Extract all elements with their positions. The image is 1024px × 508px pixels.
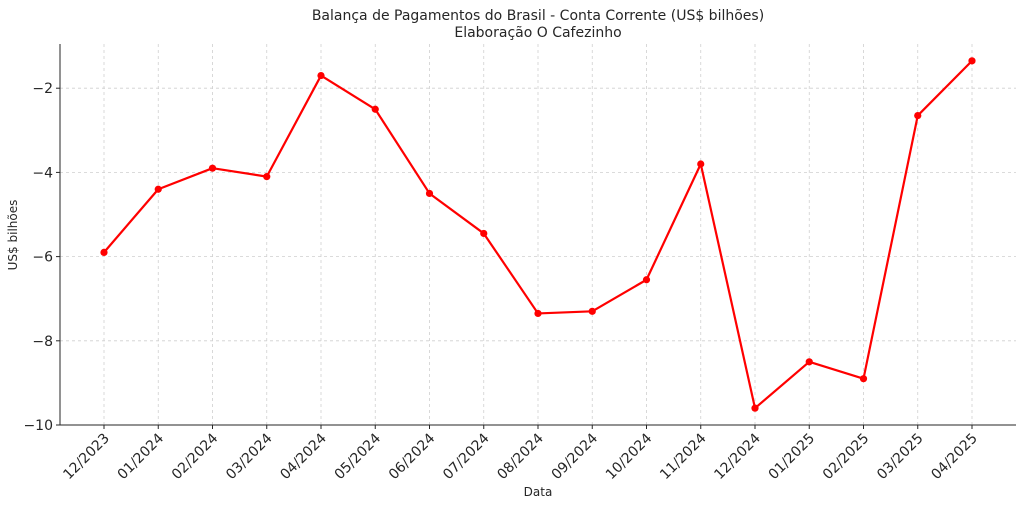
data-point xyxy=(968,57,976,65)
data-point xyxy=(317,71,325,80)
x-tick-label: 07/2024 xyxy=(440,430,493,483)
x-tick-label: 12/2023 xyxy=(60,431,112,483)
data-point xyxy=(751,404,759,412)
x-tick-label: 06/2024 xyxy=(386,430,439,483)
data-point xyxy=(588,307,596,315)
y-tick-label: −10 xyxy=(23,418,53,434)
data-point xyxy=(100,248,108,256)
x-tick-label: 03/2024 xyxy=(223,430,276,483)
x-axis-label: Data xyxy=(524,485,553,499)
data-point xyxy=(208,164,217,172)
x-tick-label: 02/2024 xyxy=(169,430,222,483)
data-point xyxy=(371,105,379,113)
x-tick-label: 02/2025 xyxy=(820,431,872,483)
data-point xyxy=(263,173,271,181)
axes xyxy=(59,44,1016,426)
x-tick-label: 04/2024 xyxy=(277,430,330,483)
chart-title: Balança de Pagamentos do Brasil - Conta … xyxy=(312,8,764,24)
x-tick-label: 10/2024 xyxy=(603,430,656,483)
data-point xyxy=(154,185,162,193)
y-tick-label: −2 xyxy=(32,81,53,97)
data-point xyxy=(425,189,434,198)
x-tick-label: 09/2024 xyxy=(549,430,602,483)
data-point xyxy=(859,375,868,383)
series xyxy=(100,57,976,412)
data-point xyxy=(697,160,705,168)
x-tick-label: 11/2024 xyxy=(657,430,710,483)
y-tick-label: −8 xyxy=(32,334,53,350)
y-tick-label: −4 xyxy=(32,165,53,181)
grid xyxy=(60,44,1016,425)
x-tick-label: 08/2024 xyxy=(494,430,547,483)
data-point xyxy=(642,276,651,284)
data-point xyxy=(534,309,542,318)
x-tick-label: 05/2024 xyxy=(332,430,385,483)
x-tick-label: 01/2024 xyxy=(115,430,168,483)
x-tick-label: 04/2025 xyxy=(928,431,980,483)
y-axis-label: US$ bilhões xyxy=(6,200,20,271)
x-tick-label: 01/2025 xyxy=(766,431,818,483)
data-point xyxy=(914,111,922,120)
data-point xyxy=(805,358,813,366)
ticks: 12/2023 01/2024 02/2024 03/2024 04/2024 05/20… xyxy=(23,81,980,483)
x-tick-label: 12/2024 xyxy=(711,430,764,483)
y-tick-label: −6 xyxy=(32,250,53,266)
data-point xyxy=(480,229,488,238)
chart-subtitle: Elaboração O Cafezinho xyxy=(454,25,621,41)
x-tick-label: 03/2025 xyxy=(874,431,926,483)
